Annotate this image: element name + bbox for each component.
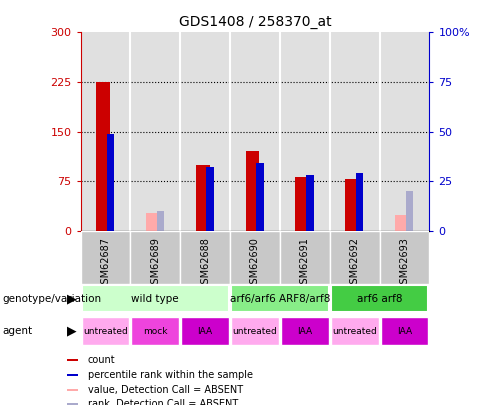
Bar	[230, 231, 280, 284]
Bar	[181, 318, 229, 345]
Text: count: count	[88, 355, 115, 365]
Bar	[180, 231, 230, 284]
Bar	[81, 231, 130, 284]
Bar	[107, 134, 114, 231]
Bar	[81, 32, 130, 231]
Text: GSM62692: GSM62692	[350, 237, 360, 290]
Bar	[245, 151, 260, 231]
Bar	[330, 231, 380, 284]
Text: GSM62689: GSM62689	[150, 237, 160, 290]
Text: IAA: IAA	[397, 326, 412, 336]
Bar	[67, 374, 79, 376]
Bar	[281, 318, 329, 345]
Bar	[306, 175, 314, 231]
Text: rank, Detection Call = ABSENT: rank, Detection Call = ABSENT	[88, 399, 238, 405]
Bar	[331, 318, 379, 345]
Text: percentile rank within the sample: percentile rank within the sample	[88, 370, 253, 380]
Bar	[345, 179, 359, 231]
Bar	[330, 32, 380, 231]
Text: arf6/arf6 ARF8/arf8: arf6/arf6 ARF8/arf8	[230, 294, 330, 304]
Title: GDS1408 / 258370_at: GDS1408 / 258370_at	[179, 15, 331, 29]
Text: GSM62688: GSM62688	[200, 237, 210, 290]
Text: GSM62687: GSM62687	[101, 237, 110, 290]
Text: wild type: wild type	[131, 294, 179, 304]
Bar	[196, 165, 210, 231]
Bar	[206, 167, 214, 231]
Text: GSM62691: GSM62691	[300, 237, 310, 290]
Bar	[256, 163, 264, 231]
Bar	[280, 32, 330, 231]
Bar	[81, 285, 229, 312]
Text: genotype/variation: genotype/variation	[2, 294, 102, 304]
Text: untreated: untreated	[83, 326, 128, 336]
Bar	[67, 403, 79, 405]
Bar	[331, 285, 428, 312]
Text: IAA: IAA	[198, 326, 213, 336]
Bar	[230, 32, 280, 231]
Bar	[130, 32, 180, 231]
Text: mock: mock	[143, 326, 167, 336]
Bar	[67, 359, 79, 361]
Text: ▶: ▶	[67, 325, 77, 338]
Bar	[157, 211, 164, 231]
Text: untreated: untreated	[233, 326, 277, 336]
Text: agent: agent	[2, 326, 33, 336]
Bar	[295, 177, 309, 231]
Bar	[356, 173, 364, 231]
Bar	[81, 318, 129, 345]
Bar	[231, 318, 279, 345]
Bar	[280, 231, 330, 284]
Bar	[406, 191, 413, 231]
Bar	[96, 82, 110, 231]
Text: GSM62690: GSM62690	[250, 237, 260, 290]
Text: value, Detection Call = ABSENT: value, Detection Call = ABSENT	[88, 385, 243, 395]
Text: GSM62693: GSM62693	[400, 237, 409, 290]
Bar	[395, 215, 409, 231]
Bar	[180, 32, 230, 231]
Bar	[381, 318, 428, 345]
Bar	[67, 389, 79, 391]
Bar	[131, 318, 179, 345]
Bar	[380, 231, 429, 284]
Text: arf6 arf8: arf6 arf8	[357, 294, 402, 304]
Text: ▶: ▶	[67, 292, 77, 305]
Bar	[146, 213, 160, 231]
Bar	[380, 32, 429, 231]
Text: untreated: untreated	[332, 326, 377, 336]
Bar	[231, 285, 329, 312]
Bar	[130, 231, 180, 284]
Text: IAA: IAA	[297, 326, 312, 336]
